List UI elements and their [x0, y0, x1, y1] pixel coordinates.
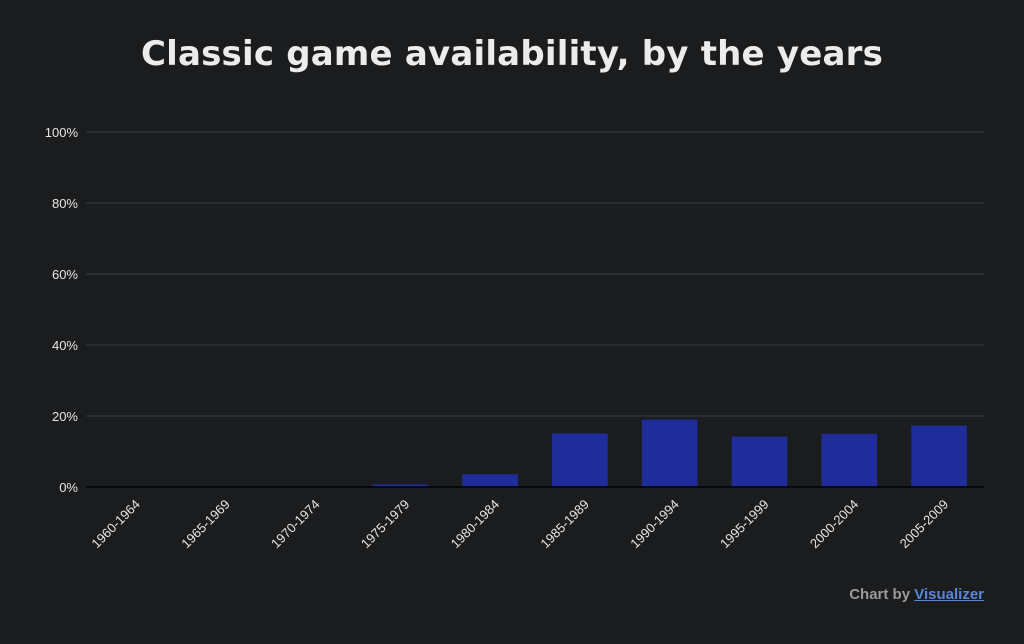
y-tick-label: 40% — [52, 338, 78, 353]
x-tick-label: 2005-2009 — [897, 497, 952, 552]
x-tick-label: 1985-1989 — [537, 497, 592, 552]
x-tick-label: 1975-1979 — [358, 497, 413, 552]
y-axis-ticks: 0% 20% 40% 60% 80% 100% — [45, 125, 79, 495]
gridlines — [86, 131, 984, 417]
x-axis-ticks: 1960-1964 1965-1969 1970-1974 1975-1979 1980… — [88, 497, 951, 552]
chart-credit: Chart by Visualizer — [849, 586, 984, 603]
bar-2000-2004[interactable] — [821, 433, 878, 487]
x-tick-label: 1980-1984 — [448, 497, 503, 552]
x-tick-label: 1965-1969 — [178, 497, 233, 552]
x-tick-label: 1990-1994 — [627, 497, 682, 552]
y-tick-label: 100% — [45, 125, 79, 140]
credit-prefix: Chart by — [849, 586, 915, 603]
bar-1985-1989[interactable] — [552, 433, 608, 487]
y-tick-label: 20% — [52, 409, 78, 424]
x-tick-label: 1960-1964 — [88, 497, 143, 552]
x-tick-label: 2000-2004 — [807, 497, 862, 552]
chart-title: Classic game availability, by the years — [140, 34, 884, 74]
bar-1995-1999[interactable] — [731, 436, 788, 487]
bar-2005-2009[interactable] — [911, 425, 967, 487]
y-tick-label: 80% — [52, 196, 78, 211]
bar-1990-1994[interactable] — [641, 419, 698, 487]
bar-1975-1979[interactable] — [372, 484, 429, 487]
x-tick-label: 1970-1974 — [268, 497, 323, 552]
y-tick-label: 0% — [59, 480, 78, 495]
x-tick-label: 1995-1999 — [717, 497, 772, 552]
visualizer-link[interactable]: Visualizer — [914, 586, 984, 603]
bars — [372, 419, 967, 487]
y-tick-label: 60% — [52, 267, 78, 282]
bar-1980-1984[interactable] — [462, 474, 518, 487]
